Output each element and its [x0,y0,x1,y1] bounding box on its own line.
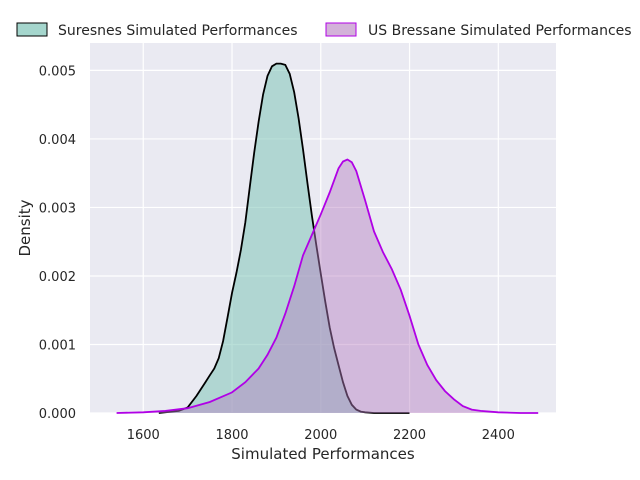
grid-lines [90,43,556,414]
legend-label-suresnes: Suresnes Simulated Performances [58,23,298,39]
density-fill-us-bressane [116,159,539,413]
y-tick-label: 0.003 [39,201,76,216]
legend-swatch-us-bressane [325,22,357,37]
x-tick-label: 1800 [215,428,248,443]
x-tick-label: 2000 [304,428,337,443]
y-tick-label: 0.001 [39,338,76,353]
x-tick-label: 1600 [127,428,160,443]
x-axis-label: Simulated Performances [231,445,415,463]
y-tick-label: 0.000 [39,407,76,422]
x-tick-label: 2400 [482,428,515,443]
density-line-us-bressane [116,158,539,414]
y-tick-label: 0.002 [39,270,76,285]
legend-label-us-bressane: US Bressane Simulated Performances [368,23,632,39]
x-tick-label: 2200 [393,428,426,443]
density-areas [116,62,539,414]
y-tick-label: 0.004 [39,133,76,148]
legend: Suresnes Simulated Performances US Bress… [16,22,632,39]
density-line-suresnes [158,62,410,414]
y-tick-label: 0.005 [39,64,76,79]
y-axis-label: Density [16,199,34,256]
tick-labels: 1600 1800 2000 2200 2400 0.000 0.001 0.002 0.003… [39,64,515,443]
density-fill-suresnes [158,63,410,413]
legend-swatch-suresnes [16,22,48,37]
